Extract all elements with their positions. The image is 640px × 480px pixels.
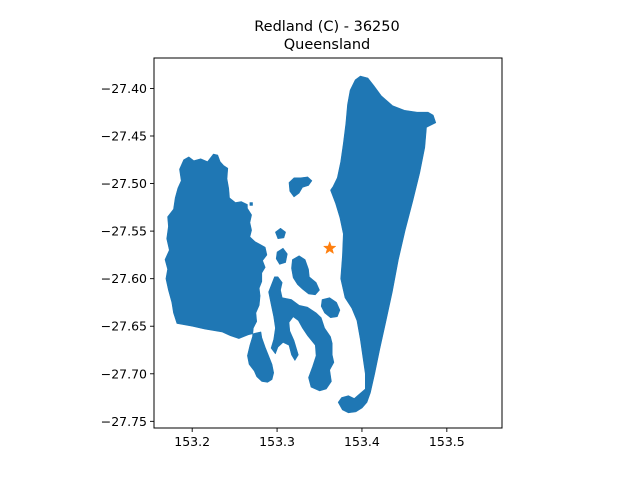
location-star-marker: [322, 241, 337, 255]
region-lower-islands: [268, 276, 335, 392]
region-peel-island: [288, 176, 313, 198]
marker-layer: [322, 241, 337, 255]
region-small-island-east: [320, 297, 341, 318]
y-tick-label: −27.45: [101, 128, 147, 143]
y-tick-label: −27.75: [101, 414, 147, 429]
y-tick-label: −27.70: [101, 366, 147, 381]
y-axis: −27.40 −27.45 −27.50 −27.55 −27.60 −27.65 −27.…: [101, 81, 154, 429]
x-tick-label: 153.5: [429, 434, 465, 449]
region-coochiemudlo-island: [275, 228, 286, 239]
region-north-stradbroke-island: [330, 75, 437, 414]
y-tick-label: −27.65: [101, 319, 147, 334]
x-tick-label: 153.4: [344, 434, 380, 449]
axes-frame: [153, 57, 503, 429]
y-tick-label: −27.60: [101, 271, 147, 286]
y-tick-label: −27.40: [101, 81, 147, 96]
x-axis: 153.2 153.3 153.4 153.5: [174, 428, 465, 449]
region-russell-island: [291, 255, 320, 296]
region-mainland: [164, 153, 274, 383]
region-small-island-west: [275, 247, 288, 265]
y-tick-label: −27.55: [101, 224, 147, 239]
region-polygons: [164, 75, 437, 414]
y-tick-label: −27.50: [101, 176, 147, 191]
region-islet: [249, 202, 253, 206]
x-tick-label: 153.3: [259, 434, 295, 449]
x-tick-label: 153.2: [174, 434, 210, 449]
map-title: Redland (C) - 36250: [254, 19, 399, 35]
map-subtitle: Queensland: [284, 37, 371, 53]
